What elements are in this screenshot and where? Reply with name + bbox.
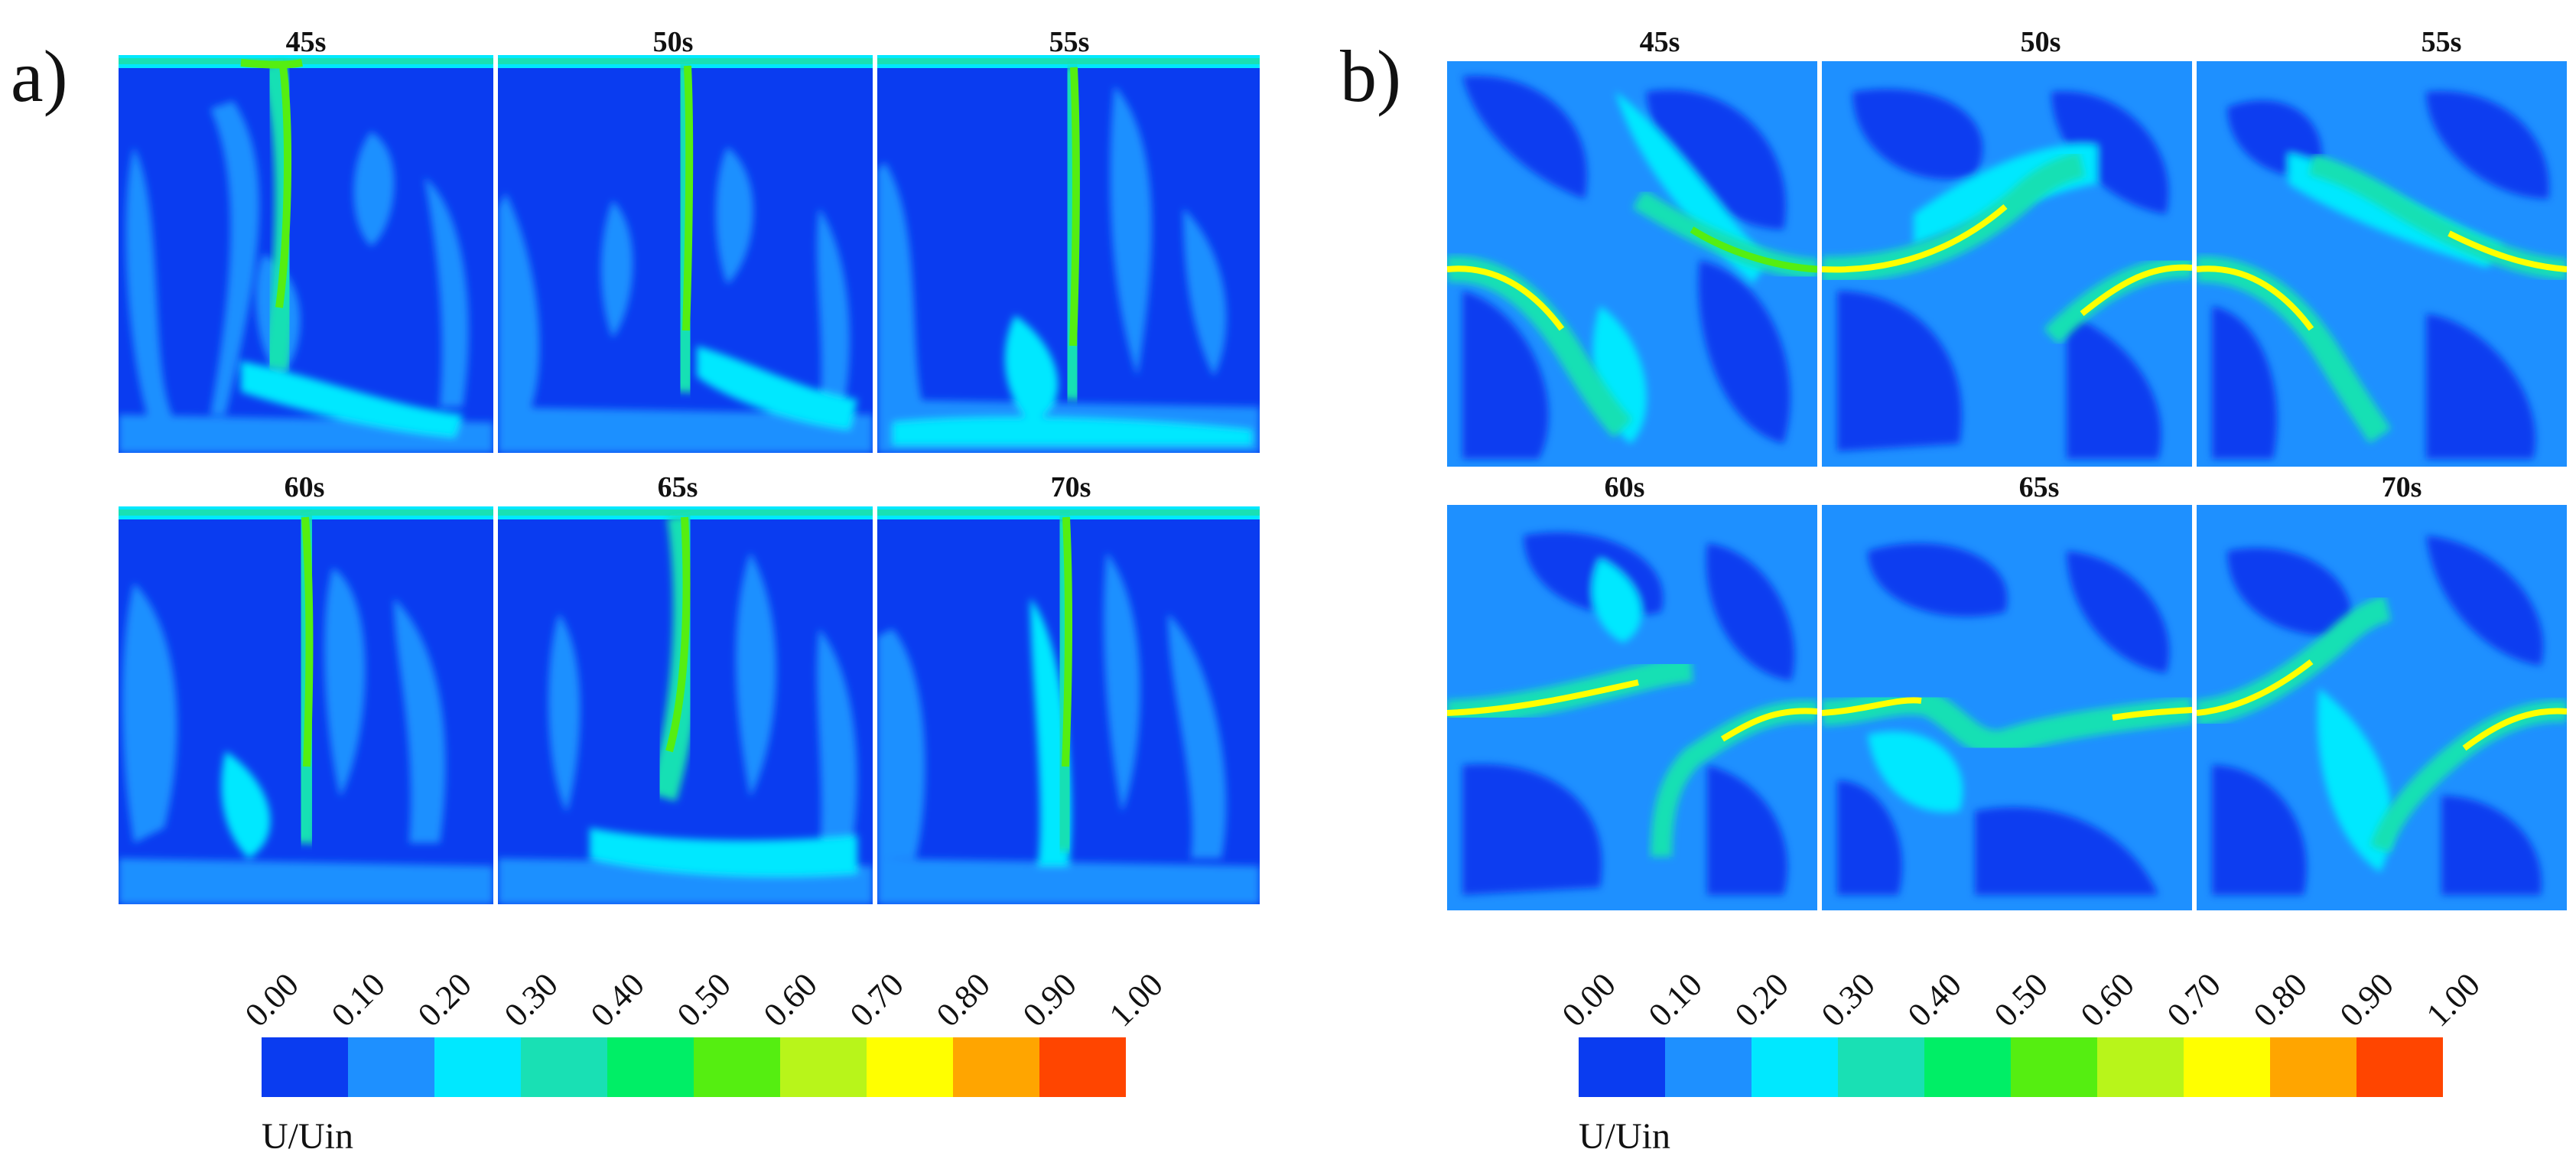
colorbar-swatch xyxy=(1039,1037,1126,1097)
colorbar-tick-label: 0.10 xyxy=(324,965,392,1034)
panel-b-snapshot-title: 60s xyxy=(1604,471,1645,503)
colorbar-tick-label: 0.30 xyxy=(496,965,565,1034)
panel-b-snapshot-title: 65s xyxy=(2018,471,2060,503)
colorbar-tick-label: 0.70 xyxy=(2159,965,2228,1034)
colorbar-swatch xyxy=(1665,1037,1751,1097)
colorbar-tick-label: 0.80 xyxy=(2246,965,2314,1034)
colorbar-tick-label: 0.20 xyxy=(1727,965,1796,1034)
colorbar-swatch xyxy=(607,1037,694,1097)
colorbar-swatch xyxy=(1751,1037,1838,1097)
colorbar-swatch xyxy=(1579,1037,1665,1097)
panel-a-snapshot-title: 45s xyxy=(285,26,327,58)
panel-a-frame-55s xyxy=(877,55,1260,453)
panel-a-label: a) xyxy=(11,35,68,117)
colorbar-swatch xyxy=(953,1037,1039,1097)
colorbar-swatch xyxy=(867,1037,953,1097)
panel-b-label: b) xyxy=(1340,35,1401,117)
panel-b-frame-50s xyxy=(1822,61,2192,467)
panel-a-snapshot-title: 65s xyxy=(657,471,698,503)
colorbar-tick-label: 1.00 xyxy=(2418,965,2487,1034)
colorbar-swatch xyxy=(1838,1037,1924,1097)
panel-a-snapshot-title: 50s xyxy=(652,26,694,58)
panel-a-snapshot-title: 60s xyxy=(284,471,325,503)
panel-b-frame-60s xyxy=(1447,505,1817,910)
colorbar-tick-label: 0.50 xyxy=(669,965,738,1034)
colorbar-swatch xyxy=(2184,1037,2270,1097)
panel-a-frame-45s xyxy=(119,55,493,453)
colorbar-tick-label: 0.00 xyxy=(1554,965,1623,1034)
colorbar-swatch xyxy=(2097,1037,2184,1097)
colorbar-tick-label: 0.40 xyxy=(1900,965,1969,1034)
colorbar-tick-label: 0.10 xyxy=(1641,965,1709,1034)
colorbar-tick-label: 0.90 xyxy=(1015,965,1084,1034)
panel-b-snapshot-title: 50s xyxy=(2020,26,2061,58)
colorbar-swatch xyxy=(434,1037,521,1097)
colorbar-swatch xyxy=(1924,1037,2011,1097)
panel-b-frame-55s xyxy=(2197,61,2567,467)
panel-a-frame-60s xyxy=(119,506,493,904)
colorbar-tick-label: 0.70 xyxy=(842,965,911,1034)
panel-b-snapshot-title: 45s xyxy=(1639,26,1680,58)
panel-b-frame-70s xyxy=(2197,505,2567,910)
colorbar-swatch xyxy=(262,1037,348,1097)
colorbar-swatch xyxy=(348,1037,434,1097)
colorbar-swatch xyxy=(2270,1037,2356,1097)
colorbar-tick-label: 0.60 xyxy=(2073,965,2142,1034)
colorbar-tick-label: 0.80 xyxy=(929,965,997,1034)
colorbar-tick-label: 0.20 xyxy=(410,965,479,1034)
panel-a-frame-50s xyxy=(498,55,873,453)
panel-a-frame-70s xyxy=(877,506,1260,904)
colorbar-swatch xyxy=(2011,1037,2097,1097)
colorbar-swatch xyxy=(521,1037,607,1097)
panel-a-snapshot-title: 70s xyxy=(1050,471,1091,503)
panel-b-snapshot-title: 55s xyxy=(2421,26,2462,58)
panel-a-frame-65s xyxy=(498,506,873,904)
colorbar-tick-label: 1.00 xyxy=(1101,965,1170,1034)
panel-b-snapshot-title: 70s xyxy=(2381,471,2422,503)
colorbar-b-title: U/Uin xyxy=(1579,1116,1670,1157)
colorbar-tick-label: 0.30 xyxy=(1813,965,1882,1034)
colorbar-swatch xyxy=(780,1037,867,1097)
colorbar-swatch xyxy=(2356,1037,2443,1097)
colorbar-tick-label: 0.90 xyxy=(2332,965,2401,1034)
colorbar-swatch xyxy=(694,1037,780,1097)
colorbar-tick-label: 0.40 xyxy=(583,965,652,1034)
colorbar-tick-label: 0.00 xyxy=(237,965,306,1034)
colorbar-a-title: U/Uin xyxy=(262,1116,353,1157)
colorbar-tick-label: 0.50 xyxy=(1986,965,2055,1034)
panel-a-snapshot-title: 55s xyxy=(1049,26,1090,58)
panel-b-frame-45s xyxy=(1447,61,1817,467)
colorbar-tick-label: 0.60 xyxy=(756,965,825,1034)
panel-b-frame-65s xyxy=(1822,505,2192,910)
